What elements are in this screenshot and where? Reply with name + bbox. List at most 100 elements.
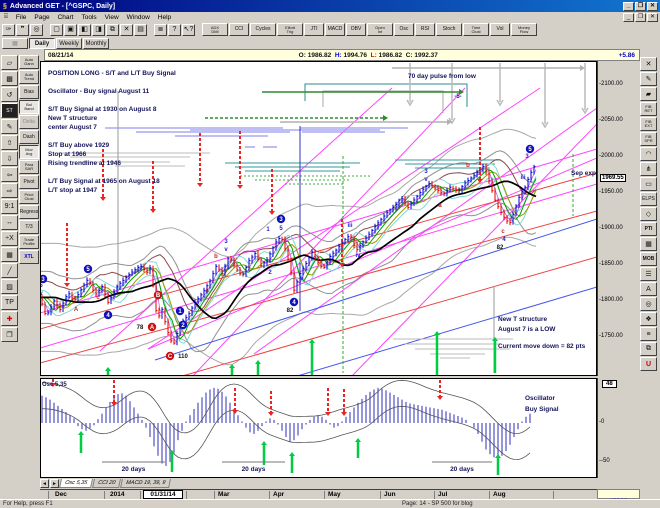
- osc-scroll-right[interactable]: ►: [50, 479, 59, 488]
- mob-button[interactable]: MOB: [640, 252, 657, 266]
- study-button-cci[interactable]: CCI: [229, 23, 249, 36]
- scroll-down-icon[interactable]: ⇩: [1, 151, 18, 166]
- text-tool-button[interactable]: A: [640, 282, 657, 296]
- lines-icon[interactable]: ╱: [1, 263, 18, 278]
- reset-icon[interactable]: ↺: [1, 87, 18, 102]
- fib-ret-button[interactable]: FIB RET: [640, 102, 657, 116]
- undo-button[interactable]: U: [640, 357, 657, 371]
- expand-icon[interactable]: ↔: [1, 215, 18, 230]
- gann-angles-icon[interactable]: ▨: [1, 279, 18, 294]
- time-price-button[interactable]: TP: [1, 295, 18, 310]
- context-help-icon[interactable]: ↖?: [182, 23, 195, 36]
- help-icon[interactable]: ?: [168, 23, 181, 36]
- menu-tools[interactable]: Tools: [81, 13, 97, 21]
- tool-button-price-clust[interactable]: Price Clust: [19, 190, 39, 204]
- mdi-minimize-button[interactable]: _: [623, 12, 634, 22]
- tab-monthly[interactable]: Monthly: [83, 38, 109, 49]
- study-button[interactable]: ST: [1, 103, 18, 118]
- study-button-macd[interactable]: MACD: [325, 23, 345, 36]
- study-button-time-clust[interactable]: Time Clust: [463, 23, 489, 36]
- menu-view[interactable]: View: [104, 13, 119, 21]
- pti-button[interactable]: PTI: [640, 222, 657, 236]
- study-button-vol[interactable]: Vol: [490, 23, 510, 36]
- study-button-rsi[interactable]: RSI: [415, 23, 435, 36]
- date-ruler[interactable]: Dec 2014 Mar Apr May Jun Jul Aug 01/31/14: [40, 489, 597, 500]
- next-page-icon[interactable]: ◨: [92, 23, 105, 36]
- tool-button-bias[interactable]: Bias: [19, 85, 39, 99]
- save-page-icon[interactable]: ▣: [64, 23, 77, 36]
- ratio-button[interactable]: 9:1: [1, 199, 18, 214]
- tool-button-delta[interactable]: Delta: [19, 115, 39, 129]
- close-button[interactable]: ✕: [647, 1, 658, 11]
- menu-chart[interactable]: Chart: [57, 13, 74, 21]
- tool-button-auto-gann[interactable]: Auto Gann: [19, 55, 39, 69]
- tool-button-mov-avg[interactable]: Mov Avg: [19, 145, 39, 159]
- price-axis[interactable]: -2100.00 -2050.00 -2000.00 -1950.00 -1900.00…: [597, 61, 640, 376]
- copy-icon[interactable]: ⧉: [640, 342, 657, 356]
- new-page-icon[interactable]: ▢: [50, 23, 63, 36]
- zoom-tool-icon[interactable]: ◎: [640, 297, 657, 311]
- study-button-open-int[interactable]: Open Int: [367, 23, 393, 36]
- tool-button-t-3[interactable]: T/3: [19, 220, 39, 234]
- pages-icon[interactable]: ▤: [134, 23, 147, 36]
- tab-weekly[interactable]: Weekly: [56, 38, 82, 49]
- study-button-osc[interactable]: Osc: [394, 23, 414, 36]
- window-icon[interactable]: ❐: [1, 327, 18, 342]
- menu-help[interactable]: Help: [157, 13, 172, 21]
- tool-button-dash[interactable]: Dash: [19, 130, 39, 144]
- pin-icon[interactable]: ✑: [2, 23, 15, 36]
- study-button-money-flow[interactable]: Money Flow: [511, 23, 537, 36]
- add-icon[interactable]: ✚: [1, 311, 18, 326]
- close-study-icon[interactable]: ✕: [640, 57, 657, 71]
- title-bar[interactable]: § Advanced GET - [^GSPC, Daily] _ ❐ ✕: [0, 0, 660, 12]
- bars-icon[interactable]: ≡: [640, 327, 657, 341]
- arc-icon[interactable]: ◠: [640, 147, 657, 161]
- ellipse-button[interactable]: ELPS: [640, 192, 657, 206]
- scroll-up-icon[interactable]: ⇧: [1, 135, 18, 150]
- prev-page-icon[interactable]: ◧: [78, 23, 91, 36]
- ruler-boxed-date[interactable]: 01/31/14: [143, 490, 183, 499]
- scroll-left-icon[interactable]: ⇦: [1, 167, 18, 182]
- grid-icon[interactable]: ▦: [1, 247, 18, 262]
- quote-icon[interactable]: ❞: [16, 23, 29, 36]
- mdi-restore-button[interactable]: ❐: [635, 12, 646, 22]
- study-tab-osc-5-35[interactable]: Osc 5,35: [59, 479, 93, 488]
- print-icon[interactable]: ≣: [154, 23, 167, 36]
- minimize-button[interactable]: _: [623, 1, 634, 11]
- study-tab-cci-20[interactable]: CCI 20: [92, 479, 122, 488]
- tool-button-para-sar[interactable]: Para SAR: [19, 160, 39, 174]
- gann-box-icon[interactable]: ◇: [640, 207, 657, 221]
- menu-window[interactable]: Window: [126, 13, 150, 21]
- pitchfork-icon[interactable]: ⋔: [640, 162, 657, 176]
- tab-daily[interactable]: Daily: [29, 38, 55, 49]
- elliott-icon[interactable]: ✎: [1, 119, 18, 134]
- study-button-obv[interactable]: OBV: [346, 23, 366, 36]
- fib-spiral-button[interactable]: FIB SPR: [640, 132, 657, 146]
- compress-icon[interactable]: ÷X: [1, 231, 18, 246]
- box-icon[interactable]: ▭: [640, 177, 657, 191]
- page-marker-box[interactable]: #2860: [597, 489, 640, 505]
- osc-scroll-left[interactable]: ◄: [40, 479, 49, 488]
- tool-button-regress[interactable]: Regress: [19, 205, 39, 219]
- menu-file[interactable]: File: [15, 13, 27, 21]
- study-button-stoch[interactable]: Stoch: [436, 23, 462, 36]
- study-tab-macd-19-39-9[interactable]: MACD 19, 39, 9: [120, 479, 172, 488]
- palette-icon[interactable]: ❖: [640, 312, 657, 326]
- tool-button-bol-band[interactable]: Bol Band: [19, 100, 39, 114]
- tool-button-xtl[interactable]: XTL: [19, 250, 39, 264]
- scroll-right-icon[interactable]: ⇨: [1, 183, 18, 198]
- gann-grid-icon[interactable]: ▩: [1, 71, 18, 86]
- delete-page-icon[interactable]: ✕: [120, 23, 133, 36]
- eraser-icon[interactable]: ▰: [640, 87, 657, 101]
- study-button-cycles[interactable]: Cycles: [250, 23, 276, 36]
- oscillator-panel[interactable]: 20 days 20 days 20 days Oscillator Buy Signa…: [40, 378, 597, 478]
- restore-button[interactable]: ❐: [635, 1, 646, 11]
- copy-page-icon[interactable]: ⧉: [106, 23, 119, 36]
- open-chart-icon[interactable]: ▱: [1, 55, 18, 70]
- study-button-adx-dmi[interactable]: ADX DMI: [202, 23, 228, 36]
- mdi-close-button[interactable]: ✕: [647, 12, 658, 22]
- study-button-elliott-trig[interactable]: Elliott Trig: [277, 23, 303, 36]
- tool-button-auto-trend[interactable]: Auto Trend: [19, 70, 39, 84]
- menu-page[interactable]: Page: [34, 13, 50, 21]
